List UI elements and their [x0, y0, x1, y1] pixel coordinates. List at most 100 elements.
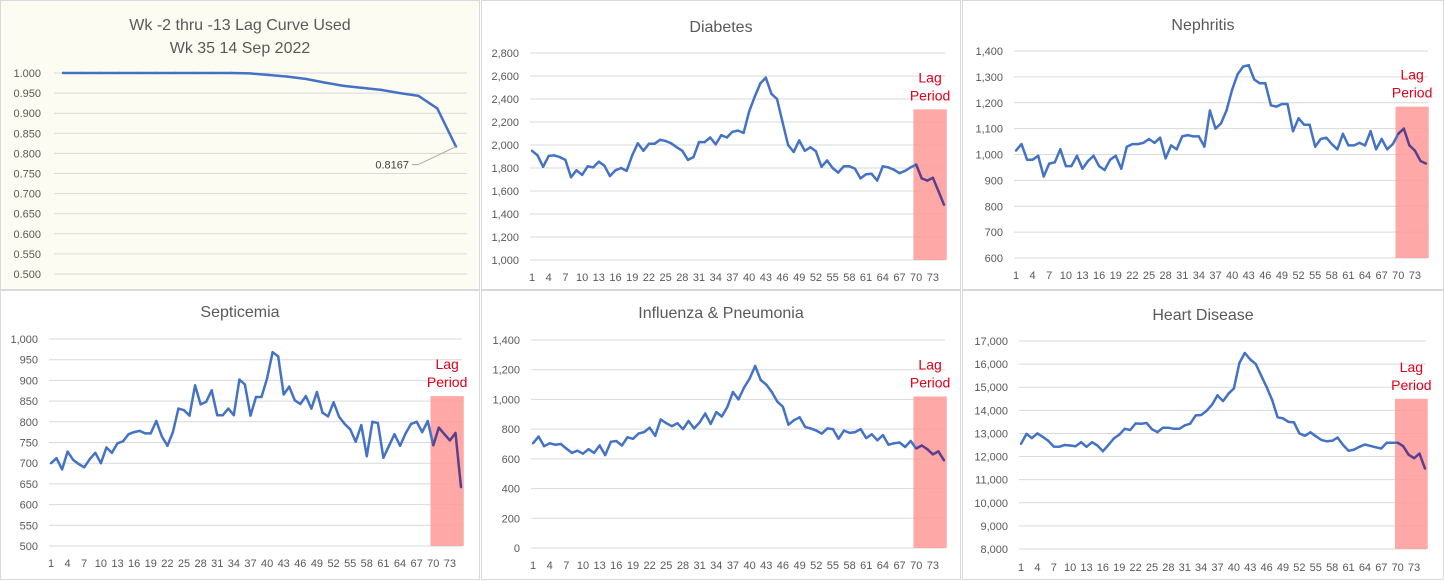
data-point — [597, 160, 601, 163]
y-tick-label: 600 — [985, 253, 1003, 265]
lag-period-label-line1: Lag — [918, 356, 941, 372]
data-point — [117, 71, 121, 75]
data-point — [837, 437, 840, 440]
lag-period-box — [913, 396, 947, 548]
data-point — [221, 413, 224, 417]
data-point — [1181, 135, 1184, 138]
lag-period-label-line2: Period — [910, 374, 950, 390]
x-tick-label: 64 — [1359, 270, 1371, 282]
data-point — [1269, 104, 1273, 107]
series-line — [50, 350, 435, 471]
x-tick-label: 52 — [1292, 270, 1304, 282]
data-point — [1052, 445, 1055, 448]
data-point — [382, 456, 385, 460]
data-point — [776, 400, 779, 403]
data-point — [720, 415, 724, 418]
y-tick-label: 1,000 — [491, 255, 519, 267]
lag-period-label-line1: Lag — [1400, 359, 1423, 375]
data-point — [842, 429, 846, 432]
data-point — [49, 462, 53, 465]
data-point — [1369, 444, 1372, 448]
x-tick-label: 22 — [1126, 270, 1138, 282]
x-tick-label: 37 — [1209, 270, 1221, 282]
data-point — [676, 422, 679, 425]
data-point — [55, 457, 58, 460]
data-point — [1161, 426, 1165, 429]
y-tick-label: 650 — [20, 479, 38, 491]
data-point — [83, 466, 86, 469]
data-point — [110, 451, 114, 455]
data-point — [1103, 168, 1106, 172]
data-point — [1230, 88, 1234, 92]
data-point — [541, 165, 545, 169]
data-point — [1036, 432, 1039, 435]
y-tick-label: 10,000 — [974, 498, 1008, 510]
data-point — [1079, 441, 1083, 444]
data-point — [898, 441, 901, 444]
data-point — [565, 447, 568, 450]
data-point — [1025, 432, 1028, 436]
y-tick-label: 1,800 — [491, 163, 519, 175]
x-tick-label: 61 — [1342, 270, 1354, 282]
x-tick-label: 67 — [411, 558, 423, 570]
data-point — [1053, 161, 1056, 164]
y-tick-label: 900 — [20, 375, 38, 387]
data-point — [1236, 73, 1239, 76]
data-point — [1264, 82, 1267, 85]
data-point — [443, 433, 446, 436]
data-point — [1030, 436, 1034, 440]
data-point — [665, 422, 668, 425]
data-point — [293, 399, 296, 402]
data-point — [848, 165, 851, 168]
data-point — [592, 451, 596, 455]
data-point — [815, 429, 818, 432]
data-point — [1314, 435, 1318, 438]
lag-period-box — [1395, 106, 1429, 258]
heart-disease-chart-plot: 17,000 16,000 15,000 14,000 13,000 12,000 11,0… — [974, 336, 1431, 574]
data-point — [720, 134, 723, 137]
x-tick-label: 10 — [576, 272, 588, 284]
lag-period-label-line2: Period — [427, 374, 467, 390]
diabetes-chart-panel: Diabetes 2,800 2,600 2,400 2,200 2,000 1,800 1… — [481, 0, 961, 290]
y-tick-label: 12,000 — [974, 452, 1008, 464]
x-tick-label: 19 — [1113, 562, 1125, 574]
nephritis-chart-panel: Nephritis 1,400 1,300 1,200 1,100 1,000 900 80… — [962, 0, 1444, 290]
data-point — [798, 139, 801, 142]
x-tick-label: 40 — [1228, 562, 1240, 574]
data-point — [88, 457, 91, 461]
data-point — [143, 432, 147, 435]
x-tick-label: 28 — [677, 560, 689, 572]
x-tick-label: 49 — [311, 558, 323, 570]
y-tick-label: 15,000 — [974, 382, 1008, 394]
x-tick-label: 16 — [1093, 270, 1105, 282]
data-point — [1125, 145, 1129, 148]
y-tick-label: 2,000 — [491, 140, 519, 152]
data-point — [764, 76, 768, 79]
y-tick-label: 1,300 — [975, 72, 1003, 84]
data-point — [931, 176, 935, 179]
data-point — [1397, 132, 1400, 135]
data-point — [547, 154, 550, 158]
data-point — [365, 454, 369, 458]
x-tick-label: 73 — [1409, 270, 1421, 282]
data-point — [792, 150, 795, 154]
data-point — [315, 390, 319, 394]
data-point — [587, 448, 590, 451]
data-point — [1086, 159, 1090, 163]
data-point — [1298, 432, 1301, 435]
data-point — [332, 401, 335, 404]
data-point — [1258, 82, 1261, 85]
data-point — [1101, 450, 1105, 453]
data-point — [909, 439, 912, 443]
x-tick-label: 7 — [563, 560, 569, 572]
data-point — [1169, 144, 1173, 147]
data-point — [1374, 148, 1378, 151]
data-point — [304, 394, 308, 398]
data-point — [898, 171, 901, 175]
data-point — [619, 166, 623, 170]
data-point — [881, 165, 884, 168]
x-tick-label: 58 — [361, 558, 373, 570]
data-point — [1227, 392, 1230, 395]
data-point — [920, 444, 923, 447]
data-point — [747, 110, 751, 113]
